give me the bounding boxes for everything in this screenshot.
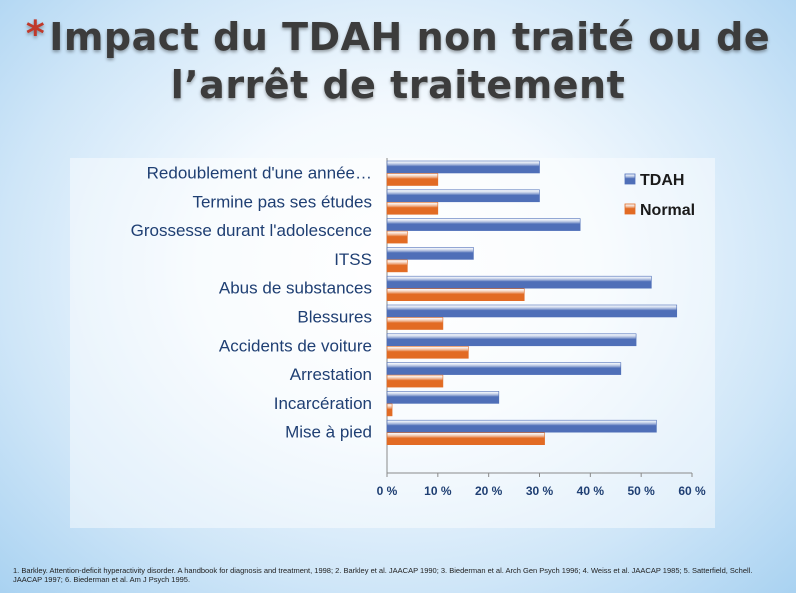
- x-tick-label-5: 50 %: [627, 484, 655, 498]
- category-label-5: Blessures: [297, 308, 372, 327]
- bar-tdah-6: [386, 333, 637, 347]
- x-tick-label-4: 40 %: [577, 484, 605, 498]
- bar-normal-3: [386, 259, 408, 273]
- category-label-8: Incarcération: [274, 394, 372, 413]
- category-label-9: Mise à pied: [285, 423, 372, 442]
- bar-normal-0: [386, 173, 439, 186]
- category-label-4: Abus de substances: [219, 279, 372, 298]
- bar-normal-9: [386, 432, 545, 446]
- bar-tdah-0: [386, 160, 540, 174]
- bar-tdah-3: [386, 247, 474, 260]
- legend-swatch-tdah: [624, 173, 636, 185]
- bar-normal-2: [386, 230, 408, 244]
- x-tick-label-6: 60 %: [678, 484, 706, 498]
- legend-label-normal: Normal: [640, 202, 695, 219]
- category-label-0: Redoublement d'une année…: [147, 164, 372, 183]
- category-label-6: Accidents de voiture: [219, 336, 372, 355]
- bar-normal-7: [386, 374, 444, 388]
- title-line-1: * Impact du TDAH non traité ou de: [0, 14, 796, 62]
- title-text-1: Impact du TDAH non traité ou de: [49, 15, 771, 59]
- x-tick-label-1: 10 %: [424, 484, 452, 498]
- x-tick-label-3: 30 %: [526, 484, 554, 498]
- category-label-7: Arrestation: [290, 365, 372, 384]
- bar-normal-8: [386, 403, 393, 417]
- bar-tdah-2: [386, 218, 581, 231]
- bar-tdah-1: [386, 189, 540, 203]
- title-line-2: l’arrêt de traitement: [170, 63, 626, 107]
- bar-tdah-8: [386, 391, 500, 404]
- bar-tdah-9: [386, 419, 657, 433]
- bar-normal-4: [386, 288, 525, 302]
- x-tick-label-0: 0 %: [377, 484, 398, 498]
- category-label-2: Grossesse durant l'adolescence: [131, 221, 372, 240]
- bar-normal-5: [386, 317, 444, 330]
- category-label-1: Termine pas ses études: [192, 192, 372, 211]
- bar-normal-6: [386, 345, 469, 359]
- references-footnote: 1. Barkley. Attention-deficit hyperactiv…: [13, 566, 753, 584]
- bar-tdah-7: [386, 362, 622, 375]
- slide-title: * Impact du TDAH non traité ou de l’arrêt…: [0, 14, 796, 108]
- x-tick-label-2: 20 %: [475, 484, 503, 498]
- bar-tdah-4: [386, 275, 652, 289]
- bullet-star-icon: *: [25, 14, 46, 55]
- category-label-3: ITSS: [334, 250, 372, 269]
- bar-tdah-5: [386, 304, 678, 318]
- bar-normal-1: [386, 202, 439, 215]
- legend-swatch-normal: [624, 203, 636, 215]
- legend-label-tdah: TDAH: [640, 172, 684, 189]
